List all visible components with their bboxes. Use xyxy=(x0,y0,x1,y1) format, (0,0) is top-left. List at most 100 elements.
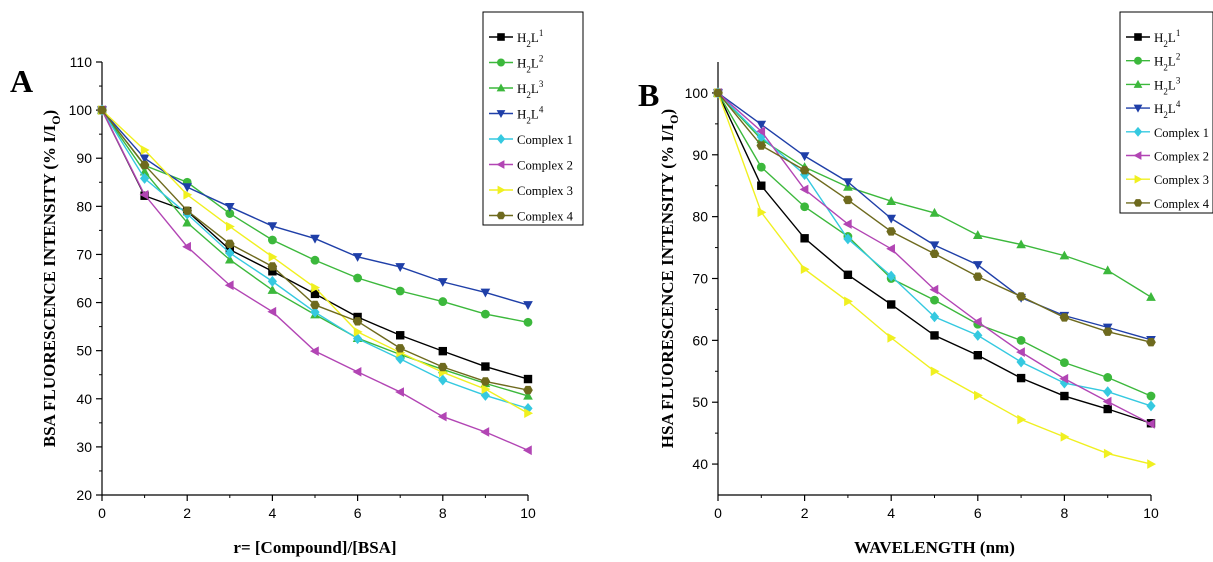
data-point xyxy=(224,239,235,249)
y-axis-title-main: BSA FLUORESCENCE INTENSITY (% I/I xyxy=(40,124,59,447)
data-point xyxy=(1146,292,1156,301)
data-point xyxy=(756,141,767,150)
y-axis-title: HSA FLUORESCENCE INTENSITY (% I/IO) xyxy=(658,109,681,448)
legend-label: Complex 2 xyxy=(1154,149,1209,164)
y-tick-label: 20 xyxy=(76,487,92,503)
data-point xyxy=(267,262,278,271)
data-point xyxy=(437,278,448,287)
data-point xyxy=(480,427,490,437)
data-point xyxy=(1016,239,1026,249)
data-point xyxy=(1145,419,1155,429)
legend-item: Complex 2 xyxy=(1126,149,1209,164)
legend-label-main: L xyxy=(531,81,539,96)
data-point xyxy=(438,346,447,356)
data-point xyxy=(395,353,405,365)
data-point xyxy=(799,166,810,175)
data-point xyxy=(310,306,320,318)
y-tick-label: 80 xyxy=(76,198,92,214)
data-point xyxy=(224,254,235,264)
data-point xyxy=(1060,432,1070,442)
data-point xyxy=(352,317,363,326)
series-1 xyxy=(97,105,533,384)
data-point xyxy=(267,306,277,317)
legend-item: Complex 4 xyxy=(1126,196,1209,211)
legend-item: H2L4 xyxy=(1126,99,1181,120)
data-point xyxy=(1102,265,1113,275)
legend-label-main: L xyxy=(1168,77,1176,92)
data-point xyxy=(182,183,193,193)
data-point xyxy=(267,222,278,232)
data-point xyxy=(930,331,939,340)
data-point xyxy=(395,286,405,296)
legend-label-main: H xyxy=(517,56,526,71)
data-point xyxy=(974,390,983,401)
legend-label-main: L xyxy=(531,107,539,122)
data-point xyxy=(973,329,983,341)
data-point xyxy=(1103,373,1113,382)
legend-marker xyxy=(1133,126,1143,137)
legend-marker xyxy=(1133,104,1143,113)
y-tick-label: 70 xyxy=(76,246,92,262)
data-point xyxy=(353,327,363,337)
legend-label: H2L3 xyxy=(517,79,544,100)
data-point xyxy=(1103,404,1112,414)
data-point xyxy=(886,214,897,224)
legend-label-main: L xyxy=(531,56,539,71)
data-point xyxy=(930,366,940,377)
legend-marker xyxy=(496,160,505,169)
x-tick-label: 0 xyxy=(714,505,722,521)
data-point xyxy=(1016,335,1026,345)
y-tick-label: 90 xyxy=(692,147,708,163)
data-point xyxy=(523,301,533,311)
legend-marker xyxy=(496,211,506,220)
series-line xyxy=(101,109,529,380)
data-point xyxy=(311,282,321,293)
data-point xyxy=(843,178,853,188)
data-point xyxy=(139,172,150,184)
data-point xyxy=(886,196,897,205)
series-line xyxy=(101,109,529,306)
data-point xyxy=(757,181,766,190)
y-axis-title-subscript: O xyxy=(667,114,681,123)
legend-label-main: H xyxy=(1154,101,1163,116)
legend-label-superscript: 3 xyxy=(1176,75,1181,85)
data-point xyxy=(929,207,940,217)
y-tick-label: 50 xyxy=(692,394,708,410)
legend-label-main: L xyxy=(1168,30,1176,45)
data-point xyxy=(310,255,320,265)
y-tick-label: 40 xyxy=(692,456,708,472)
legend-label: Complex 4 xyxy=(1154,196,1209,211)
data-point xyxy=(1146,391,1156,401)
legend-item: H2L2 xyxy=(489,54,543,75)
legend-label: H2L2 xyxy=(1154,52,1180,73)
x-tick-label: 8 xyxy=(439,505,447,521)
data-point xyxy=(800,234,809,243)
data-point xyxy=(843,195,853,205)
data-point xyxy=(800,264,810,275)
data-point xyxy=(522,445,532,456)
y-tick-label: 110 xyxy=(70,54,93,70)
y-tick-label: 70 xyxy=(692,271,708,287)
y-tick-label: 100 xyxy=(69,102,93,118)
legend-item: H2L3 xyxy=(489,79,544,100)
data-point xyxy=(842,219,852,229)
legend-label-main: L xyxy=(1168,101,1176,116)
legend-label-superscript: 2 xyxy=(539,54,544,64)
data-point xyxy=(267,275,278,287)
series-line xyxy=(717,92,1152,343)
series-line xyxy=(101,109,529,391)
data-point xyxy=(396,331,405,340)
data-point xyxy=(756,126,766,137)
data-point xyxy=(929,284,939,295)
legend-label-main: H xyxy=(517,30,526,45)
panel-label: B xyxy=(638,77,659,113)
data-point xyxy=(353,273,363,283)
x-axis-title: WAVELENGTH (nm) xyxy=(854,538,1015,557)
legend-marker xyxy=(1133,151,1142,160)
x-tick-label: 10 xyxy=(520,505,536,521)
series-8 xyxy=(97,105,533,395)
data-point xyxy=(140,145,150,155)
x-tick-label: 0 xyxy=(98,505,106,521)
